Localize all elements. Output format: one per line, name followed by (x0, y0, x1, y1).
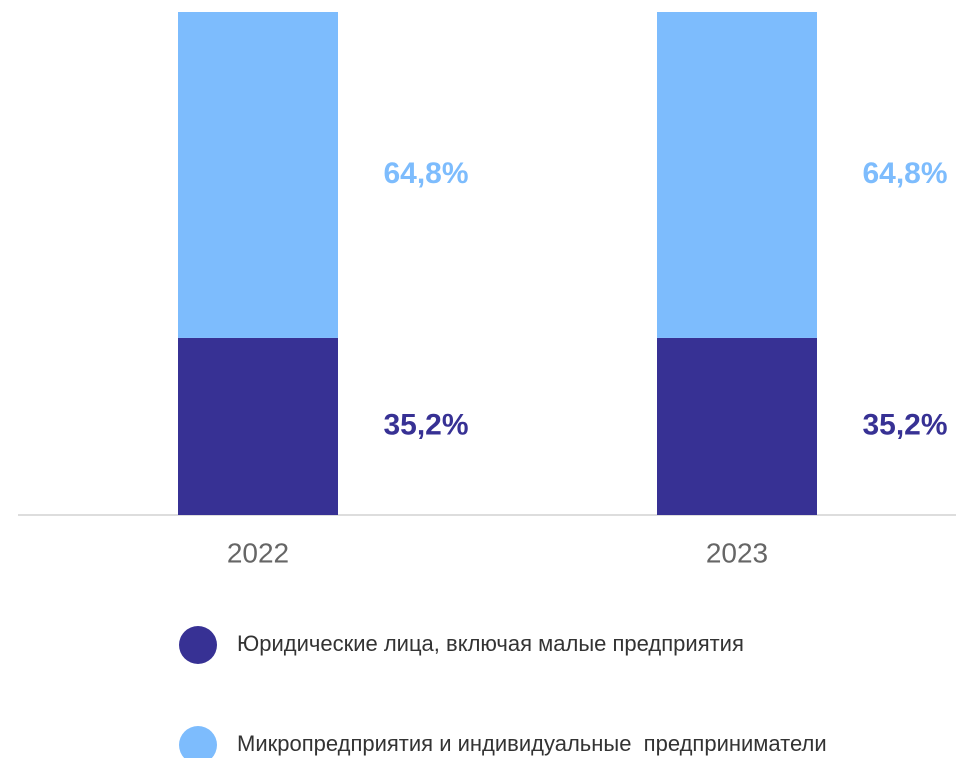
value-label: 35,2% (862, 408, 947, 441)
value-label: 35,2% (383, 408, 468, 441)
x-tick-label: 2023 (706, 537, 768, 568)
bar-segment (178, 337, 338, 515)
legend-marker (179, 626, 217, 664)
bar-segment (657, 337, 817, 515)
legend-label: Юридические лица, включая малые предприя… (237, 631, 744, 656)
value-label: 64,8% (383, 157, 468, 190)
value-label: 64,8% (862, 157, 947, 190)
x-tick-label: 2022 (227, 537, 289, 568)
legend-label: Микропредприятия и индивидуальные предпр… (237, 731, 827, 756)
legend-marker (179, 726, 217, 758)
bar-segment (657, 12, 817, 338)
bar-segment (178, 12, 338, 338)
